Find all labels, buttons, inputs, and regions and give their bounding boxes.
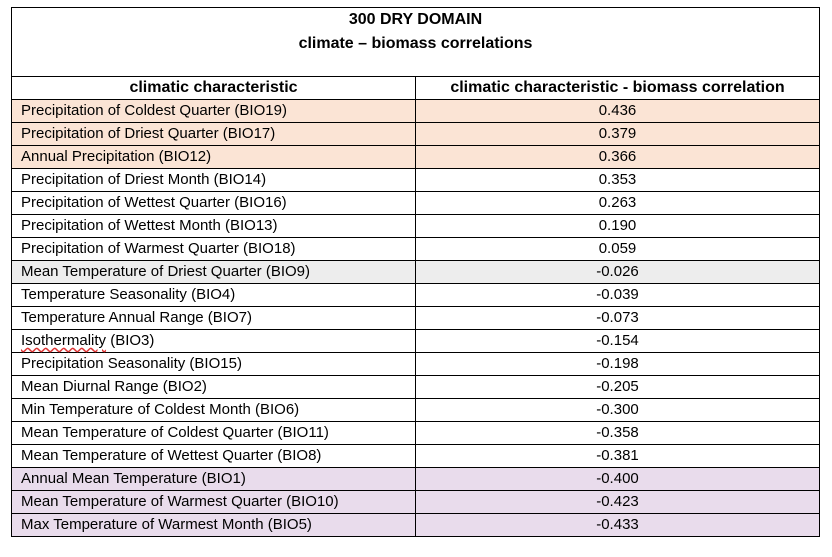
- characteristic-cell: Max Temperature of Warmest Month (BIO5): [11, 513, 416, 537]
- correlation-value-cell: -0.381: [415, 444, 820, 468]
- correlation-value-cell: -0.423: [415, 490, 820, 514]
- characteristic-cell: Annual Precipitation (BIO12): [11, 145, 416, 169]
- table-row: Precipitation of Warmest Quarter (BIO18)…: [11, 237, 820, 261]
- table-row: Isothermality (BIO3) -0.154: [11, 329, 820, 353]
- correlation-value-cell: -0.300: [415, 398, 820, 422]
- table-row: Mean Temperature of Wettest Quarter (BIO…: [11, 444, 820, 468]
- table-body: Precipitation of Coldest Quarter (BIO19)…: [11, 99, 820, 537]
- table-row: Precipitation of Driest Month (BIO14) 0.3…: [11, 168, 820, 192]
- correlation-value-cell: -0.433: [415, 513, 820, 537]
- correlation-table: 300 DRY DOMAIN climate – biomass correla…: [11, 7, 820, 537]
- correlation-value-cell: -0.400: [415, 467, 820, 491]
- characteristic-cell: Mean Temperature of Warmest Quarter (BIO…: [11, 490, 416, 514]
- characteristic-cell: Mean Temperature of Wettest Quarter (BIO…: [11, 444, 416, 468]
- table-row: Precipitation Seasonality (BIO15) -0.198: [11, 352, 820, 376]
- characteristic-cell: Mean Temperature of Coldest Quarter (BIO…: [11, 421, 416, 445]
- correlation-value-cell: 0.379: [415, 122, 820, 146]
- table-row: Mean Temperature of Driest Quarter (BIO9…: [11, 260, 820, 284]
- characteristic-cell: Precipitation Seasonality (BIO15): [11, 352, 416, 376]
- correlation-value-cell: -0.154: [415, 329, 820, 353]
- table-row: Min Temperature of Coldest Month (BIO6) -…: [11, 398, 820, 422]
- correlation-value-cell: 0.190: [415, 214, 820, 238]
- characteristic-cell: Mean Diurnal Range (BIO2): [11, 375, 416, 399]
- title-line-2: climate – biomass correlations: [298, 35, 533, 52]
- characteristic-cell: Min Temperature of Coldest Month (BIO6): [11, 398, 416, 422]
- table-row: Precipitation of Driest Quarter (BIO17) 0…: [11, 122, 820, 146]
- correlation-value-cell: 0.059: [415, 237, 820, 261]
- correlation-value-cell: 0.353: [415, 168, 820, 192]
- column-header-characteristic: climatic characteristic: [11, 76, 416, 100]
- characteristic-cell: Precipitation of Wettest Quarter (BIO16): [11, 191, 416, 215]
- table-row: Temperature Seasonality (BIO4) -0.039: [11, 283, 820, 307]
- characteristic-cell: Temperature Annual Range (BIO7): [11, 306, 416, 330]
- table-row: Temperature Annual Range (BIO7) -0.073: [11, 306, 820, 330]
- characteristic-cell: Precipitation of Wettest Month (BIO13): [11, 214, 416, 238]
- title-line-1: 300 DRY DOMAIN: [348, 11, 483, 28]
- correlation-value-cell: 0.366: [415, 145, 820, 169]
- table-row: Precipitation of Coldest Quarter (BIO19)…: [11, 99, 820, 123]
- characteristic-cell: Precipitation of Driest Quarter (BIO17): [11, 122, 416, 146]
- table-row: Mean Temperature of Coldest Quarter (BIO…: [11, 421, 820, 445]
- correlation-value-cell: 0.436: [415, 99, 820, 123]
- correlation-table-container: 300 DRY DOMAIN climate – biomass correla…: [11, 7, 820, 537]
- table-row: Annual Mean Temperature (BIO1) -0.400: [11, 467, 820, 491]
- characteristic-cell: Mean Temperature of Driest Quarter (BIO9…: [11, 260, 416, 284]
- table-row: Annual Precipitation (BIO12) 0.366: [11, 145, 820, 169]
- table-title: 300 DRY DOMAIN climate – biomass correla…: [11, 7, 820, 77]
- column-header-correlation: climatic characteristic - biomass correl…: [415, 76, 820, 100]
- characteristic-cell: Precipitation of Driest Month (BIO14): [11, 168, 416, 192]
- header-row: climatic characteristic climatic charact…: [11, 76, 820, 100]
- table-row: Mean Diurnal Range (BIO2) -0.205: [11, 375, 820, 399]
- spellcheck-underlined-word: Isothermality: [21, 332, 107, 349]
- correlation-value-cell: -0.358: [415, 421, 820, 445]
- correlation-value-cell: -0.039: [415, 283, 820, 307]
- characteristic-cell: Isothermality (BIO3): [11, 329, 416, 353]
- correlation-value-cell: 0.263: [415, 191, 820, 215]
- correlation-value-cell: -0.026: [415, 260, 820, 284]
- correlation-value-cell: -0.205: [415, 375, 820, 399]
- correlation-value-cell: -0.073: [415, 306, 820, 330]
- correlation-value-cell: -0.198: [415, 352, 820, 376]
- characteristic-cell: Temperature Seasonality (BIO4): [11, 283, 416, 307]
- table-row: Max Temperature of Warmest Month (BIO5) -…: [11, 513, 820, 537]
- title-row: 300 DRY DOMAIN climate – biomass correla…: [11, 7, 820, 77]
- table-row: Precipitation of Wettest Month (BIO13) 0.…: [11, 214, 820, 238]
- table-row: Mean Temperature of Warmest Quarter (BIO…: [11, 490, 820, 514]
- characteristic-cell: Precipitation of Warmest Quarter (BIO18): [11, 237, 416, 261]
- table-row: Precipitation of Wettest Quarter (BIO16)…: [11, 191, 820, 215]
- characteristic-cell: Precipitation of Coldest Quarter (BIO19): [11, 99, 416, 123]
- characteristic-cell: Annual Mean Temperature (BIO1): [11, 467, 416, 491]
